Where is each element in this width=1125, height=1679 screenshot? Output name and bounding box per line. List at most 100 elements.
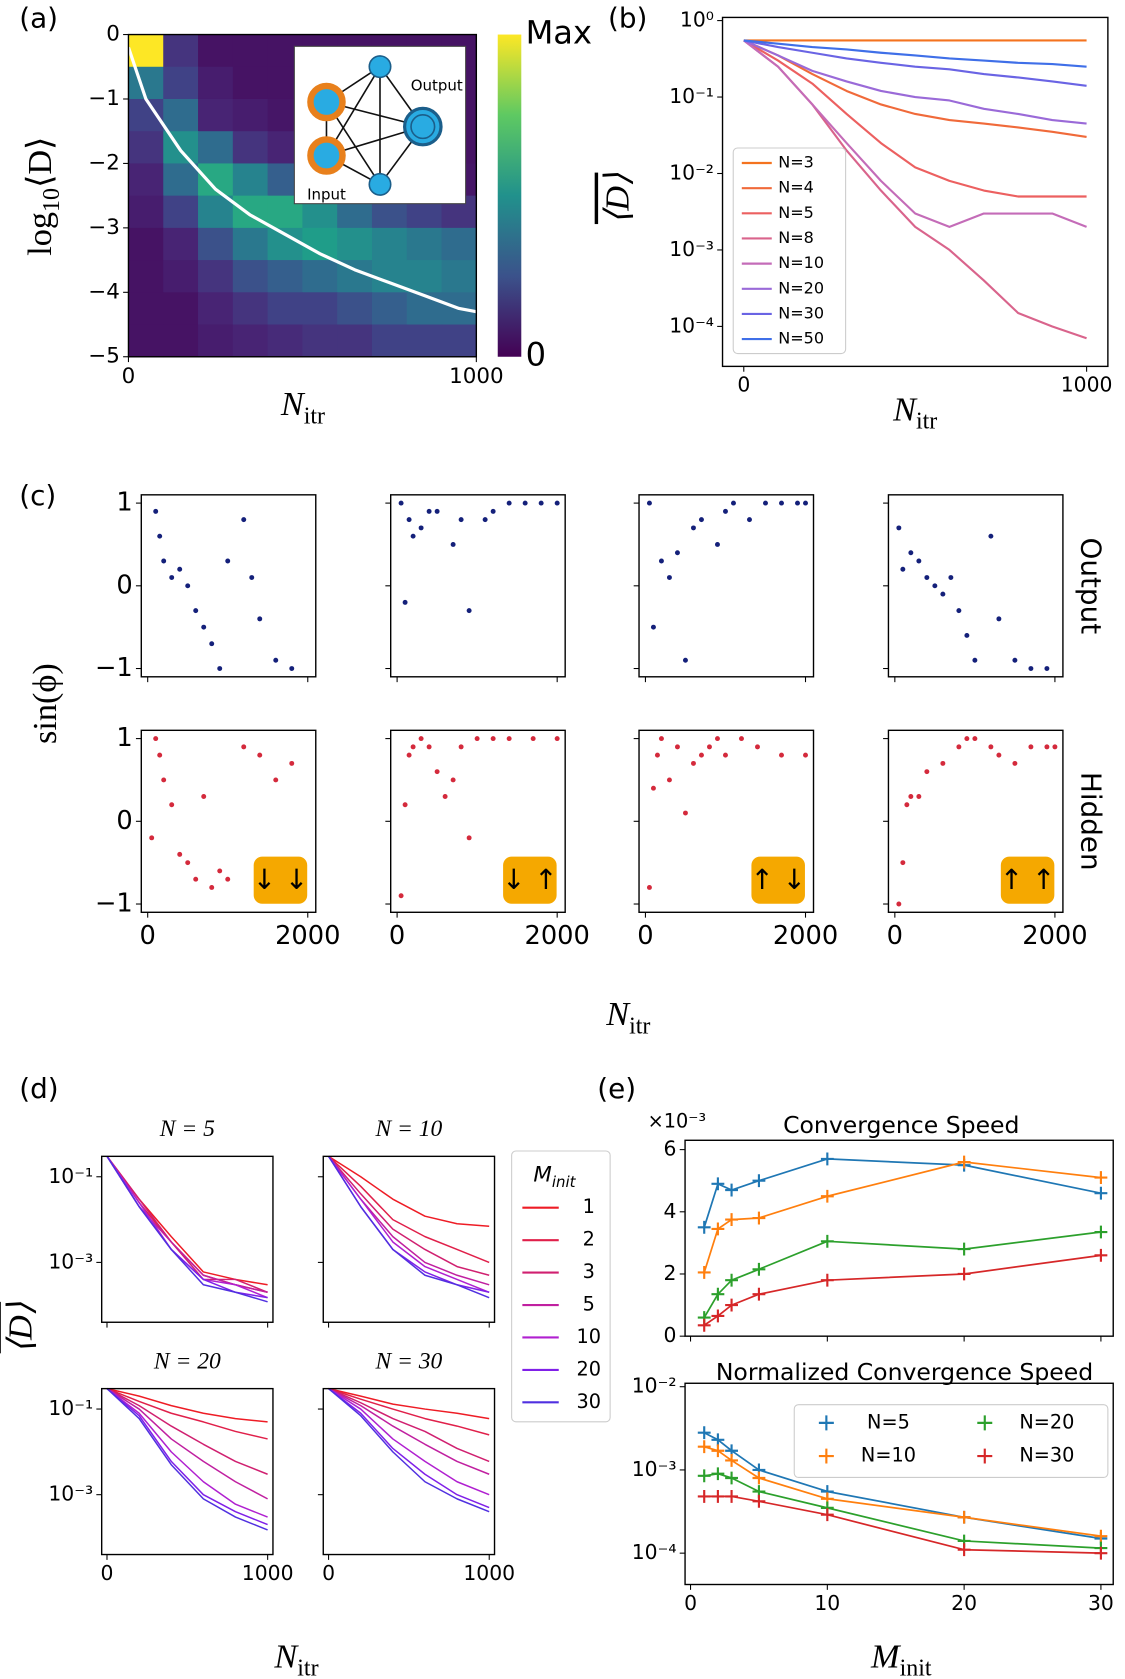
point bbox=[715, 541, 720, 547]
heat-cell bbox=[441, 227, 477, 261]
point bbox=[904, 802, 910, 808]
heat-cell bbox=[232, 34, 269, 68]
x-tick-label: 1000 bbox=[242, 1561, 294, 1585]
marker bbox=[697, 1469, 711, 1483]
colorbar-tick-label: Max bbox=[526, 14, 592, 52]
series-line bbox=[106, 1387, 268, 1475]
series-line bbox=[328, 1155, 490, 1293]
y-tick-label: 0 bbox=[106, 22, 120, 47]
heat-cell bbox=[371, 292, 408, 326]
legend-label: N=10 bbox=[778, 253, 824, 272]
point bbox=[249, 575, 255, 581]
x-tick-label: 0 bbox=[737, 373, 750, 397]
x-tick-label: 0 bbox=[122, 364, 136, 389]
point bbox=[682, 810, 688, 816]
x-tick-label: 0 bbox=[389, 921, 405, 951]
plot-frame bbox=[390, 494, 566, 678]
y-tick-label: 10⁻³ bbox=[669, 237, 714, 261]
marker bbox=[697, 1426, 711, 1440]
point bbox=[682, 657, 688, 663]
point bbox=[402, 599, 408, 605]
series-line bbox=[328, 1388, 490, 1509]
x-tick-label: 1000 bbox=[463, 1561, 515, 1585]
point bbox=[988, 533, 994, 539]
point bbox=[723, 508, 728, 514]
series-line bbox=[106, 1388, 268, 1518]
series-line bbox=[106, 1387, 268, 1440]
point bbox=[666, 575, 672, 581]
marker bbox=[725, 1471, 738, 1485]
point bbox=[406, 752, 412, 758]
marker bbox=[725, 1454, 738, 1467]
heat-cell bbox=[128, 324, 164, 358]
legend-label: N=20 bbox=[778, 278, 824, 297]
legend-label: N=3 bbox=[778, 153, 814, 172]
heat-cell bbox=[163, 163, 199, 197]
point bbox=[650, 624, 656, 630]
y-tick-label: 10⁻³ bbox=[48, 1249, 93, 1273]
plot-frame bbox=[684, 1139, 1114, 1337]
point bbox=[398, 500, 404, 506]
marker bbox=[697, 1440, 711, 1454]
heat-cell bbox=[441, 260, 477, 293]
legend-marker bbox=[818, 1415, 834, 1431]
y-tick-label: 0 bbox=[116, 806, 132, 836]
plot-frame bbox=[322, 1387, 496, 1556]
plot-frame bbox=[638, 494, 815, 678]
marker bbox=[725, 1490, 738, 1503]
point bbox=[916, 558, 922, 564]
x-tick-label: 0 bbox=[887, 921, 903, 951]
marker bbox=[820, 1508, 834, 1522]
point bbox=[900, 566, 906, 572]
plot-frame bbox=[127, 33, 478, 358]
legend-box bbox=[732, 147, 847, 355]
series-line bbox=[106, 1387, 268, 1500]
x-tick-label: 0 bbox=[140, 921, 156, 951]
heat-cell bbox=[302, 227, 338, 261]
series-line bbox=[328, 1387, 490, 1436]
marker bbox=[725, 1273, 738, 1287]
legend-label: N=30 bbox=[1019, 1444, 1074, 1467]
point bbox=[1044, 666, 1050, 671]
plot-frame bbox=[100, 1387, 274, 1556]
heat-cell bbox=[163, 131, 199, 165]
series-line bbox=[704, 1472, 1101, 1549]
point bbox=[434, 508, 440, 514]
y-tick-label: −1 bbox=[95, 889, 133, 919]
legend-label: 2 bbox=[583, 1228, 595, 1251]
y-tick-label: 10⁻¹ bbox=[669, 84, 714, 108]
point bbox=[916, 794, 922, 799]
marker bbox=[752, 1287, 766, 1301]
point bbox=[1012, 657, 1018, 663]
legend-label: N=5 bbox=[778, 203, 814, 222]
marker bbox=[957, 1267, 971, 1281]
y-tick-label: 10⁻⁴ bbox=[669, 313, 714, 337]
series-line bbox=[106, 1155, 268, 1293]
point bbox=[177, 851, 183, 857]
x-axis-label: Nitr bbox=[605, 995, 650, 1039]
colorbar bbox=[497, 34, 522, 357]
point bbox=[157, 533, 163, 539]
point bbox=[908, 794, 914, 799]
point bbox=[924, 769, 930, 775]
point bbox=[241, 517, 247, 523]
point bbox=[988, 744, 994, 750]
series-line bbox=[106, 1155, 268, 1294]
series-line bbox=[106, 1155, 268, 1299]
point bbox=[654, 752, 660, 758]
heat-cell bbox=[198, 195, 234, 229]
label-text: N bbox=[892, 390, 918, 428]
marker bbox=[725, 1298, 738, 1312]
marker bbox=[957, 1510, 971, 1524]
inset-label: Output bbox=[411, 76, 463, 94]
heat-cell bbox=[337, 324, 373, 358]
point bbox=[658, 558, 664, 564]
point bbox=[402, 802, 408, 808]
series-line bbox=[328, 1155, 490, 1264]
point bbox=[201, 624, 207, 630]
point bbox=[458, 744, 464, 750]
heat-cell bbox=[267, 260, 304, 293]
point bbox=[474, 736, 480, 742]
heat-cell bbox=[163, 227, 199, 261]
